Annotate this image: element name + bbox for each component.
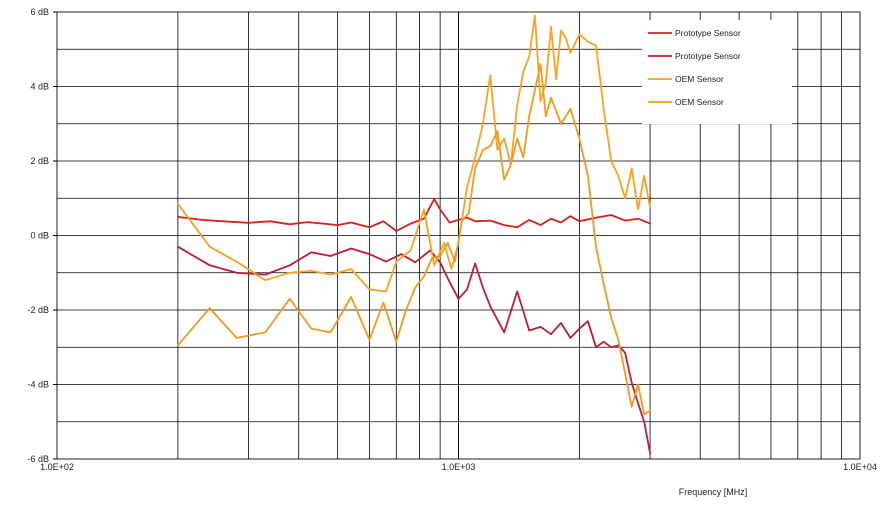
series-line-2: [176, 245, 651, 455]
series-lines: [176, 14, 651, 455]
legend-label-2: Prototype Sensor: [675, 51, 741, 61]
x-tick-label: 1.0E+02: [40, 462, 74, 472]
y-tick-label: -2 dB: [27, 305, 49, 315]
legend-label-1: Prototype Sensor: [675, 28, 741, 38]
y-tick-label: -6 dB: [27, 454, 49, 464]
y-tick-label: 2 dB: [30, 156, 49, 166]
legend-box: [642, 20, 792, 124]
legend-label-3: OEM Sensor: [675, 74, 724, 84]
x-axis-title: Frequency [MHz]: [679, 487, 748, 497]
y-tick-label: 0 dB: [30, 231, 49, 241]
y-tick-labels: 6 dB 4 dB 2 dB 0 dB -2 dB -4 dB -6 dB: [27, 7, 57, 464]
x-tick-label: 1.0E+03: [442, 462, 476, 472]
y-tick-label: 4 dB: [30, 82, 49, 92]
legend: Prototype Sensor Prototype Sensor OEM Sens…: [642, 20, 792, 124]
y-tick-label: 6 dB: [30, 7, 49, 17]
series-line-1: [176, 198, 651, 232]
y-tick-label: -4 dB: [27, 380, 49, 390]
x-tick-labels: 1.0E+02 1.0E+03 1.0E+04: [40, 462, 877, 472]
x-tick-label: 1.0E+04: [843, 462, 877, 472]
series-line-3: [176, 14, 651, 293]
series-line-4: [176, 63, 651, 416]
grid-lines: [56, 11, 861, 460]
legend-label-4: OEM Sensor: [675, 97, 724, 107]
